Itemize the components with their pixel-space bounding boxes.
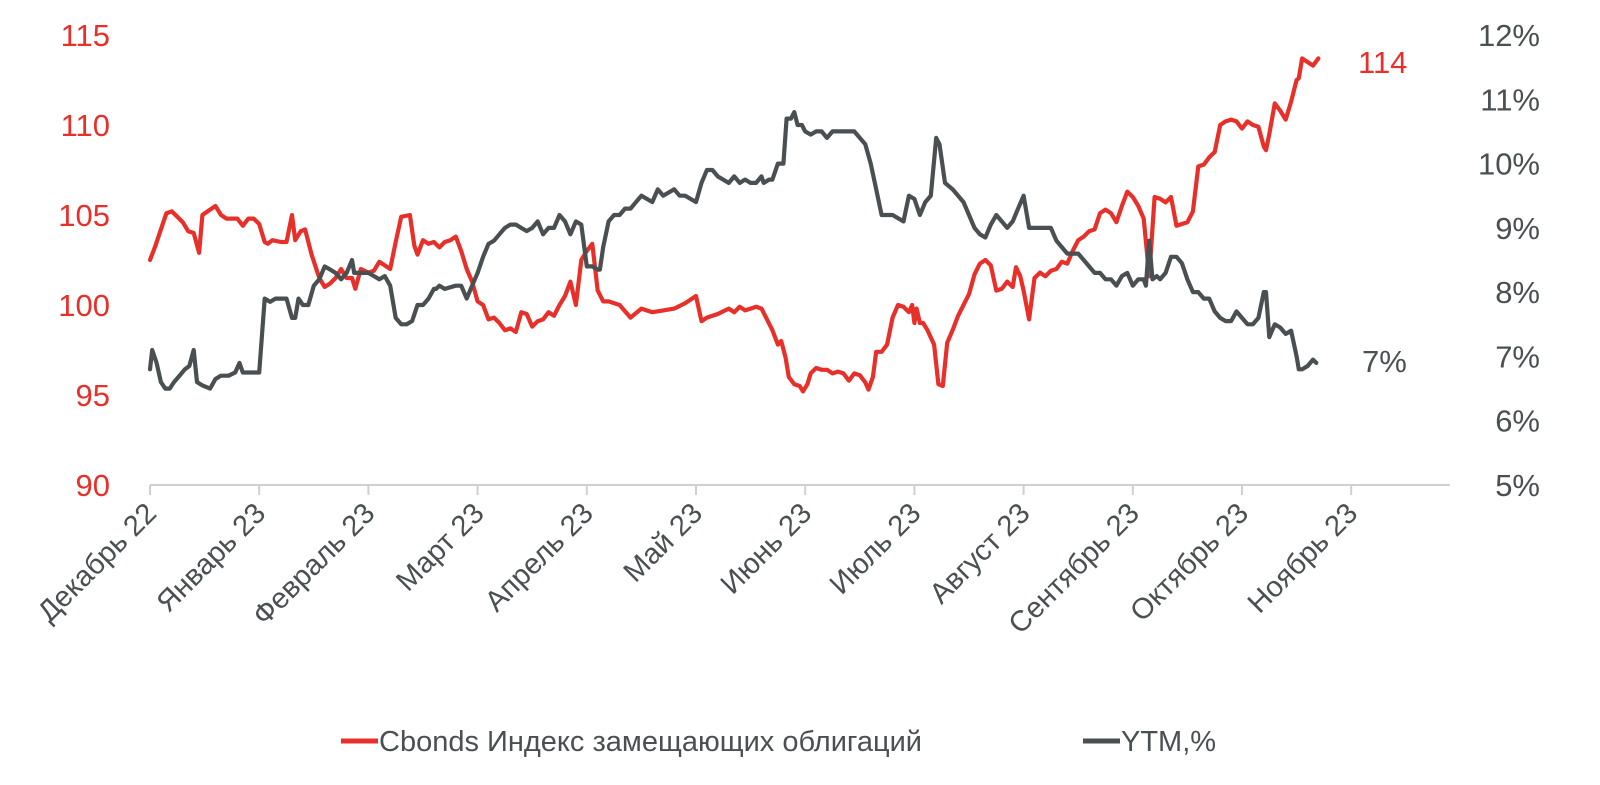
x-tick-label: Май 23 (618, 497, 709, 588)
legend-label-ytm: YTM,% (1121, 726, 1216, 758)
end-label-ytm: 7% (1362, 344, 1407, 379)
right-tick-label: 7% (1495, 339, 1540, 374)
x-tick-label: Декабрь 22 (32, 497, 163, 628)
left-tick-label: 115 (61, 18, 110, 53)
right-tick-label: 10% (1478, 147, 1540, 182)
left-tick-label: 105 (58, 198, 110, 233)
right-tick-label: 5% (1495, 468, 1540, 503)
left-tick-label: 110 (61, 108, 110, 143)
left-tick-label: 95 (76, 378, 110, 413)
left-tick-label: 100 (58, 288, 110, 323)
legend: Cbonds Индекс замещающих облигаций YTM,% (341, 726, 1216, 758)
right-tick-label: 11% (1480, 82, 1540, 117)
right-tick-label: 12% (1478, 18, 1540, 53)
right-tick-label: 6% (1495, 404, 1540, 439)
x-tick-label: Июнь 23 (715, 497, 818, 600)
left-tick-label: 90 (76, 468, 110, 503)
series-line-ytm (147, 109, 1319, 391)
x-tick-label: Ноябрь 23 (1242, 497, 1364, 619)
left-y-axis: 115 110 105 100 95 90 (58, 18, 110, 503)
x-tick-label: Март 23 (390, 497, 490, 597)
x-tick-label: Октябрь 23 (1124, 497, 1255, 628)
right-tick-label: 9% (1495, 211, 1540, 246)
x-tick-label: Апрель 23 (479, 497, 600, 618)
right-tick-label: 8% (1495, 275, 1540, 310)
series-line-index (147, 56, 1321, 394)
x-tick-label: Июль 23 (824, 497, 927, 600)
series-layer (147, 56, 1321, 394)
x-tick-label: Август 23 (924, 497, 1037, 610)
legend-label-index: Cbonds Индекс замещающих облигаций (379, 726, 922, 758)
end-label-index: 114 (1358, 45, 1407, 80)
right-y-axis: 12% 11% 10% 9% 8% 7% 6% 5% (1478, 18, 1540, 503)
x-tick-label: Январь 23 (151, 497, 272, 618)
